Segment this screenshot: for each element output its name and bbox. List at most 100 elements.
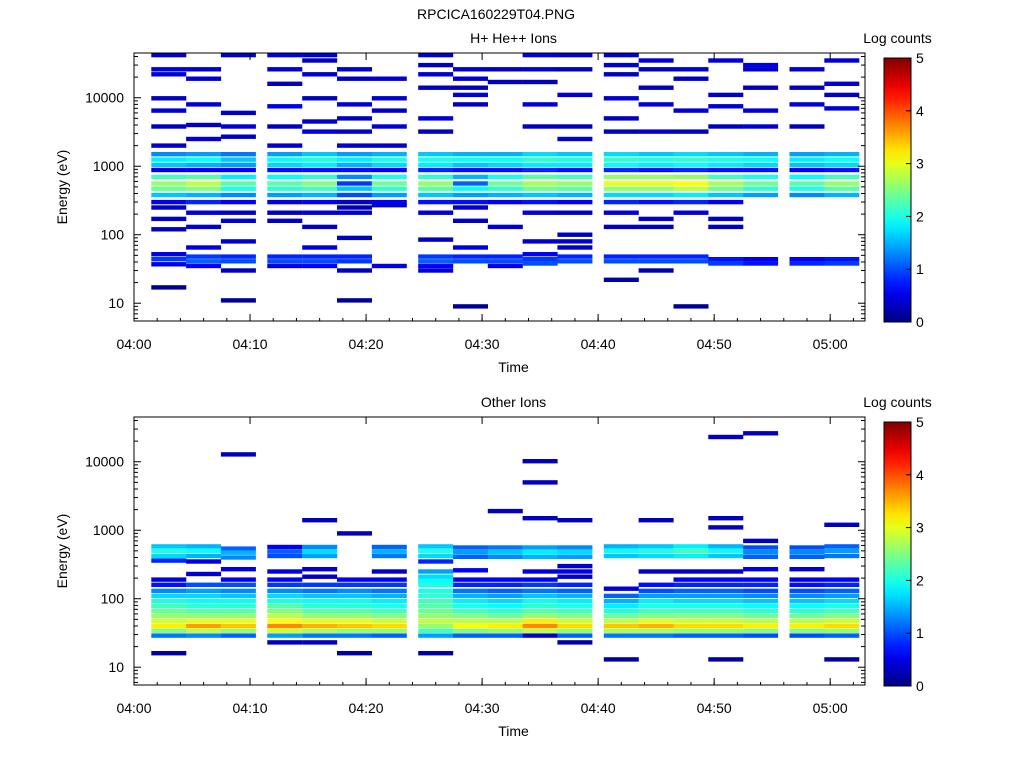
heatmap-cell	[267, 104, 303, 109]
heatmap-cell	[487, 157, 523, 162]
heatmap-cell	[337, 254, 372, 259]
heatmap-cell	[337, 531, 372, 536]
heatmap-cell	[151, 582, 187, 587]
heatmap-cell	[789, 577, 825, 582]
heatmap-cell	[557, 174, 593, 180]
heatmap-cell	[337, 633, 372, 638]
heatmap-cell	[743, 577, 779, 582]
heatmap-cell	[418, 574, 454, 579]
heatmap-cell	[453, 628, 488, 633]
heatmap-cell	[151, 257, 187, 262]
heatmap-cell	[638, 633, 674, 638]
heatmap-cell	[522, 599, 558, 604]
heatmap-cell	[337, 603, 372, 609]
heatmap-cell	[708, 257, 744, 262]
heatmap-cell	[522, 545, 558, 550]
heatmap-cell	[337, 593, 372, 599]
heatmap-cell	[267, 633, 303, 638]
heatmap-cell	[557, 518, 593, 523]
heatmap-cell	[673, 76, 709, 81]
heatmap-cell	[638, 613, 674, 619]
heatmap-cell	[337, 129, 372, 134]
heatmap-cell	[673, 157, 709, 162]
heatmap-cell	[824, 628, 860, 633]
colorbar-scale	[883, 421, 912, 687]
heatmap-cell	[337, 577, 372, 582]
heatmap-cell	[267, 569, 303, 574]
heatmap-cell	[371, 619, 407, 624]
heatmap-cell	[267, 186, 303, 191]
heatmap-cell	[638, 186, 674, 191]
heatmap-cell	[789, 261, 825, 266]
heatmap-cell	[789, 623, 825, 629]
heatmap-cell	[337, 588, 372, 594]
heatmap-cell	[557, 239, 593, 244]
heatmap-cell	[186, 224, 222, 230]
heatmap-cell	[418, 162, 454, 167]
x-tick-label: 04:50	[697, 700, 732, 716]
colorbar-tick-label: 2	[916, 572, 924, 588]
heatmap-cell	[302, 199, 338, 205]
heatmap-cell	[151, 72, 187, 77]
heatmap-cell	[789, 85, 825, 90]
colorbar-tick-label: 4	[916, 103, 924, 119]
heatmap-cell	[603, 116, 639, 121]
heatmap-cell	[673, 210, 709, 215]
heatmap-cell	[789, 628, 825, 633]
heatmap-cell	[302, 186, 338, 191]
heatmap-cell	[522, 167, 558, 173]
heatmap-cell	[337, 67, 372, 72]
heatmap-cell	[789, 192, 825, 198]
heatmap-cell	[487, 619, 523, 624]
heatmap-cell	[418, 268, 454, 273]
colorbar-tick-label: 2	[916, 208, 924, 224]
heatmap-cell	[673, 108, 709, 113]
x-tick-label: 04:50	[697, 336, 732, 352]
heatmap-cell	[603, 619, 639, 624]
heatmap-cell	[557, 136, 593, 142]
heatmap-cell	[743, 608, 779, 614]
heatmap-cell	[638, 518, 674, 523]
heatmap-cell	[186, 571, 222, 577]
heatmap-cell	[151, 262, 187, 267]
heatmap-cell	[522, 459, 558, 464]
heatmap-cell	[418, 599, 454, 604]
heatmap-cell	[708, 199, 744, 205]
heatmap-cell	[743, 167, 779, 173]
heatmap-cell	[487, 628, 523, 633]
heatmap-cell	[789, 588, 825, 594]
heatmap-cell	[824, 92, 860, 98]
heatmap-cell	[453, 577, 488, 582]
heatmap-cell	[337, 623, 372, 629]
colorbar-label: Log counts	[863, 30, 932, 46]
heatmap-cell	[743, 619, 779, 624]
heatmap-cell	[453, 254, 488, 259]
heatmap-cell	[220, 298, 256, 303]
heatmap-cell	[220, 577, 256, 582]
heatmap-cell	[453, 186, 488, 191]
heatmap-cell	[371, 588, 407, 594]
heatmap-cell	[220, 628, 256, 633]
heatmap-cell	[267, 544, 303, 550]
heatmap-cell	[522, 593, 558, 599]
heatmap-cell	[186, 186, 222, 191]
heatmap-cell	[487, 588, 523, 594]
heatmap-cell	[638, 152, 674, 157]
heatmap-cell	[673, 544, 709, 549]
heatmap-cell	[453, 92, 488, 98]
heatmap-cell	[267, 582, 303, 587]
heatmap-cell	[487, 192, 523, 198]
heatmap-cell	[371, 181, 407, 186]
heatmap-cell	[487, 162, 523, 167]
heatmap-cell	[302, 567, 338, 572]
heatmap-cell	[453, 304, 488, 309]
heatmap-cell	[603, 277, 639, 282]
heatmap-cell	[267, 619, 303, 624]
heatmap-cell	[267, 192, 303, 198]
heatmap-cell	[186, 174, 222, 180]
heatmap-cell	[186, 582, 222, 587]
heatmap-cell	[522, 582, 558, 587]
heatmap-cell	[557, 554, 593, 559]
heatmap-cell	[186, 619, 222, 624]
heatmap-cell	[824, 192, 860, 198]
